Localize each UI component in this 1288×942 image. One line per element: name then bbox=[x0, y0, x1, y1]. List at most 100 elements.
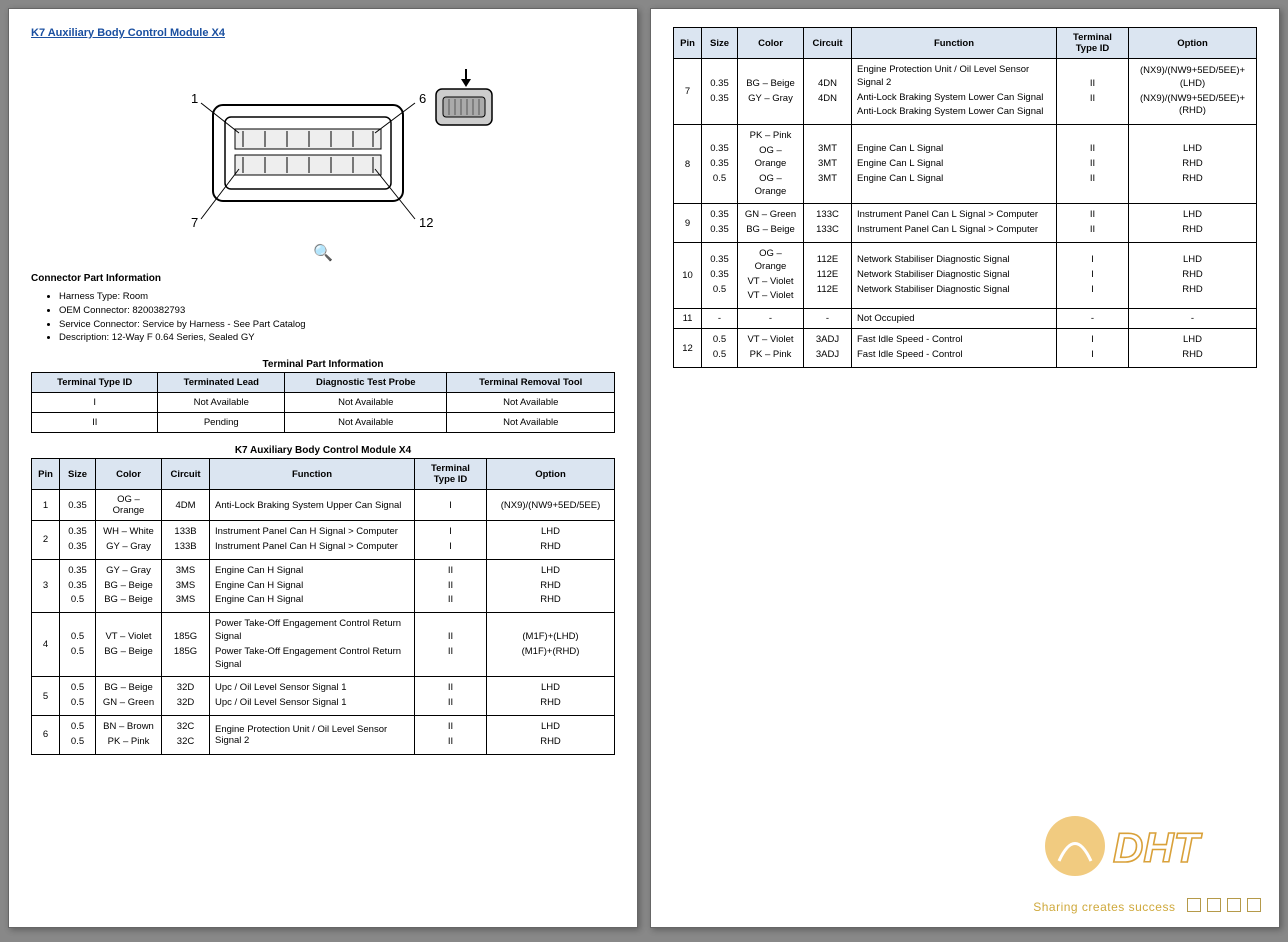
table-cell: 7 bbox=[674, 59, 702, 125]
table-cell: 12 bbox=[674, 329, 702, 368]
table-cell: BG – BeigeGN – Green bbox=[96, 677, 162, 716]
th: Color bbox=[738, 28, 804, 59]
table-cell: VT – VioletPK – Pink bbox=[738, 329, 804, 368]
info-item: Description: 12-Way F 0.64 Series, Seale… bbox=[59, 331, 615, 345]
connector-info-list: Harness Type: Room OEM Connector: 820038… bbox=[31, 290, 615, 345]
table-cell: (NX9)/(NW9+5ED/5EE)+(LHD)(NX9)/(NW9+5ED/… bbox=[1129, 59, 1257, 125]
table-cell: Fast Idle Speed - ControlFast Idle Speed… bbox=[852, 329, 1057, 368]
table-row: 60.50.5BN – BrownPK – Pink32C32CEngine P… bbox=[32, 716, 615, 755]
table-cell: VT – VioletBG – Beige bbox=[96, 613, 162, 677]
table-cell: I bbox=[415, 490, 487, 521]
table-cell: LHDRHDRHD bbox=[1129, 242, 1257, 308]
table-cell: 133B133B bbox=[162, 521, 210, 560]
table-cell: 0.350.35 bbox=[702, 204, 738, 243]
th: Terminal Removal Tool bbox=[447, 373, 615, 393]
pin-table-page2: Pin Size Color Circuit Function Terminal… bbox=[673, 27, 1257, 368]
table-cell: 0.350.35 bbox=[60, 521, 96, 560]
table-cell: LHDRHD bbox=[1129, 329, 1257, 368]
th: Circuit bbox=[804, 28, 852, 59]
page-spread: K7 Auxiliary Body Control Module X4 bbox=[8, 8, 1280, 928]
table-cell: PK – PinkOG – OrangeOG – Orange bbox=[738, 125, 804, 204]
table-cell: Not Available bbox=[285, 393, 447, 413]
table-cell: Not Available bbox=[285, 413, 447, 433]
table-cell: 5 bbox=[32, 677, 60, 716]
table-cell: 4DN4DN bbox=[804, 59, 852, 125]
table-cell: I bbox=[32, 393, 158, 413]
table-cell: Upc / Oil Level Sensor Signal 1Upc / Oil… bbox=[210, 677, 415, 716]
share-icon bbox=[1187, 898, 1201, 912]
table-row: 11---Not Occupied-- bbox=[674, 309, 1257, 329]
table-cell: LHDRHDRHD bbox=[1129, 125, 1257, 204]
table-cell: Instrument Panel Can L Signal > Computer… bbox=[852, 204, 1057, 243]
terminal-table: Terminal Type ID Terminated Lead Diagnos… bbox=[31, 372, 615, 433]
table-row: 80.350.350.5PK – PinkOG – OrangeOG – Ora… bbox=[674, 125, 1257, 204]
table-cell: 3ADJ3ADJ bbox=[804, 329, 852, 368]
table-cell: 3 bbox=[32, 559, 60, 612]
table-row: 10.35OG – Orange4DMAnti-Lock Braking Sys… bbox=[32, 490, 615, 521]
table-cell: 32D32D bbox=[162, 677, 210, 716]
table-cell: BG – BeigeGY – Gray bbox=[738, 59, 804, 125]
table-cell: Not Available bbox=[447, 393, 615, 413]
table-cell: OG – Orange bbox=[96, 490, 162, 521]
table-cell: 0.50.5 bbox=[702, 329, 738, 368]
table-cell: 0.350.350.5 bbox=[702, 242, 738, 308]
table-cell: Not Available bbox=[158, 393, 285, 413]
table-cell: 112E112E112E bbox=[804, 242, 852, 308]
table-cell: - bbox=[738, 309, 804, 329]
th: Terminal Type ID bbox=[32, 373, 158, 393]
table-cell: (NX9)/(NW9+5ED/5EE) bbox=[487, 490, 615, 521]
table-cell: LHDRHD bbox=[487, 716, 615, 755]
table-cell: BN – BrownPK – Pink bbox=[96, 716, 162, 755]
table-cell: Network Stabiliser Diagnostic SignalNetw… bbox=[852, 242, 1057, 308]
connector-info-heading: Connector Part Information bbox=[31, 273, 615, 284]
magnifier-icon[interactable]: 🔍 bbox=[31, 243, 615, 263]
table-row: 40.50.5VT – VioletBG – Beige185G185GPowe… bbox=[32, 613, 615, 677]
table-cell: (M1F)+(LHD)(M1F)+(RHD) bbox=[487, 613, 615, 677]
th: Terminal Type ID bbox=[1057, 28, 1129, 59]
table-cell: III bbox=[1057, 242, 1129, 308]
table-cell: OG – OrangeVT – VioletVT – Violet bbox=[738, 242, 804, 308]
table-cell: 0.50.5 bbox=[60, 613, 96, 677]
th: Diagnostic Test Probe bbox=[285, 373, 447, 393]
table-cell: 4DM bbox=[162, 490, 210, 521]
table-row: 70.350.35BG – BeigeGY – Gray4DN4DNEngine… bbox=[674, 59, 1257, 125]
table-cell: Pending bbox=[158, 413, 285, 433]
fig-label-1: 1 bbox=[191, 91, 198, 106]
table-cell: IIII bbox=[415, 613, 487, 677]
table-cell: 32C32C bbox=[162, 716, 210, 755]
doc-title-link[interactable]: K7 Auxiliary Body Control Module X4 bbox=[31, 27, 225, 39]
table-cell: 133C133C bbox=[804, 204, 852, 243]
table-cell: GN – GreenBG – Beige bbox=[738, 204, 804, 243]
table-cell: 10 bbox=[674, 242, 702, 308]
info-item: Service Connector: Service by Harness - … bbox=[59, 318, 615, 332]
table-cell: GY – GrayBG – BeigeBG – Beige bbox=[96, 559, 162, 612]
table-cell: 8 bbox=[674, 125, 702, 204]
connector-svg: 1 6 7 12 bbox=[143, 59, 503, 239]
th: Size bbox=[702, 28, 738, 59]
table-cell: Power Take-Off Engagement Control Return… bbox=[210, 613, 415, 677]
table-cell: 185G185G bbox=[162, 613, 210, 677]
table-cell: 3MS3MS3MS bbox=[162, 559, 210, 612]
table-cell: Engine Can H SignalEngine Can H SignalEn… bbox=[210, 559, 415, 612]
share-icon bbox=[1247, 898, 1261, 912]
table-cell: IIII bbox=[415, 677, 487, 716]
table-cell: WH – WhiteGY – Gray bbox=[96, 521, 162, 560]
table-cell: IIIIII bbox=[1057, 125, 1129, 204]
share-icons bbox=[1185, 898, 1261, 915]
th: Pin bbox=[674, 28, 702, 59]
table-cell: Engine Protection Unit / Oil Level Senso… bbox=[210, 716, 415, 755]
share-line: Sharing creates success bbox=[1033, 898, 1261, 915]
table-cell: IIIIII bbox=[415, 559, 487, 612]
table-row: 50.50.5BG – BeigeGN – Green32D32DUpc / O… bbox=[32, 677, 615, 716]
table-cell: Instrument Panel Can H Signal > Computer… bbox=[210, 521, 415, 560]
share-text: Sharing creates success bbox=[1033, 900, 1175, 914]
connector-diagram: 1 6 7 12 bbox=[31, 59, 615, 239]
table-row: 90.350.35GN – GreenBG – Beige133C133CIns… bbox=[674, 204, 1257, 243]
pin-table-caption: K7 Auxiliary Body Control Module X4 bbox=[31, 445, 615, 456]
table-cell: Anti-Lock Braking System Upper Can Signa… bbox=[210, 490, 415, 521]
table-cell: - bbox=[1057, 309, 1129, 329]
table-cell: Engine Can L SignalEngine Can L SignalEn… bbox=[852, 125, 1057, 204]
table-row: INot AvailableNot AvailableNot Available bbox=[32, 393, 615, 413]
table-cell: 3MT3MT3MT bbox=[804, 125, 852, 204]
table-cell: 0.50.5 bbox=[60, 716, 96, 755]
